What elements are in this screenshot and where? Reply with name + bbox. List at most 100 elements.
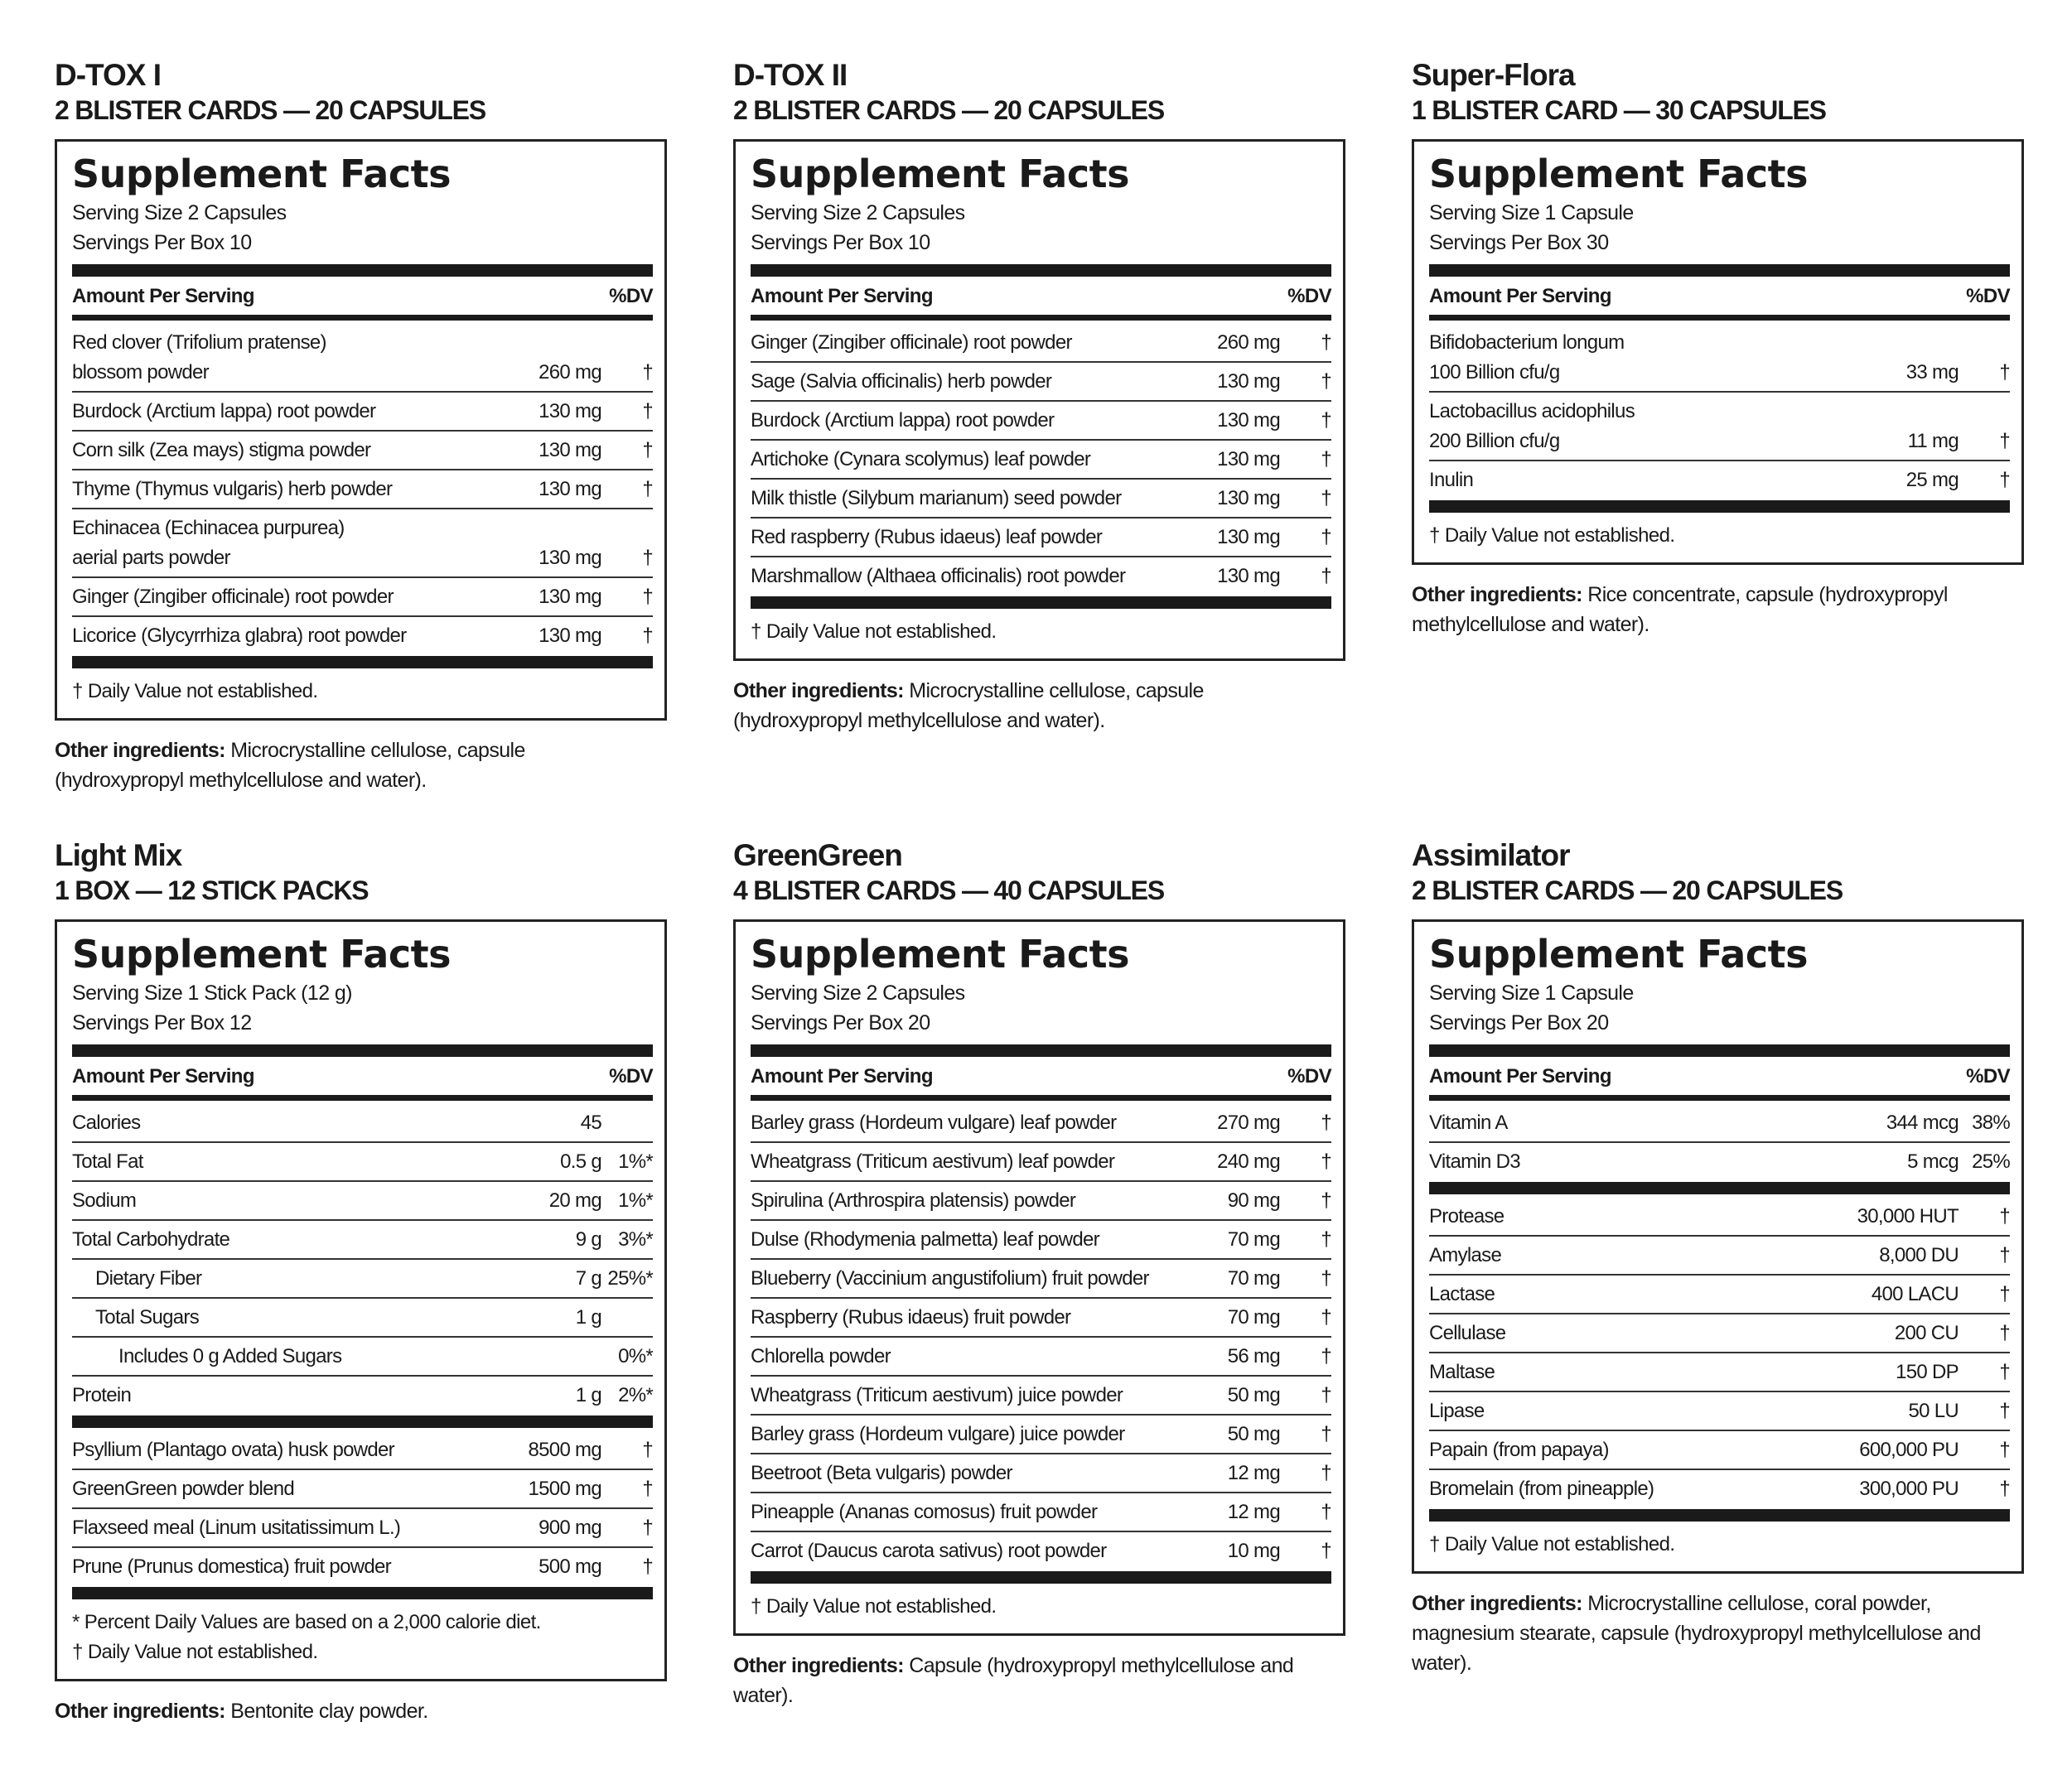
name-line: Dietary Fiber	[95, 1267, 202, 1290]
facts-section: Protease 30,000 HUT † Amylase 8,000 DU † Lacta…	[1429, 1198, 2011, 1507]
facts-row: Cellulase 200 CU †	[1429, 1313, 2011, 1352]
amount: 56 mg	[1227, 1345, 1281, 1367]
amount: 20 mg	[548, 1189, 602, 1212]
name-line: Includes 0 g Added Sugars	[118, 1345, 342, 1367]
daily-value: †	[1321, 1150, 1331, 1173]
ingredient-name: Psyllium (Plantago ovata) husk powder	[72, 1435, 529, 1465]
facts-row: Total Fat 0.5 g 1%*	[72, 1141, 654, 1180]
amount: 1 g	[575, 1384, 602, 1406]
daily-value: †	[642, 478, 653, 500]
thick-rule	[72, 264, 653, 277]
facts-row: Barley grass (Hordeum vulgare) juice pow…	[751, 1414, 1332, 1453]
facts-row: Sodium 20 mg 1%*	[72, 1180, 654, 1219]
footnotes: † Daily Value not established.	[1429, 513, 2010, 551]
amount: 500 mg	[539, 1555, 602, 1578]
amount: 10 mg	[1227, 1540, 1281, 1562]
facts-box: Supplement Facts Serving Size 2 Capsules S…	[733, 139, 1345, 661]
servings-per: Servings Per Box 20	[751, 1011, 930, 1035]
amount: 270 mg	[1217, 1112, 1281, 1134]
facts-row: Wheatgrass (Triticum aestivum) juice pow…	[751, 1375, 1332, 1414]
ingredient-name: Beetroot (Beta vulgaris) powder	[751, 1459, 1228, 1488]
ingredient-name: Dietary Fiber	[72, 1264, 576, 1294]
ingredient-name: Bromelain (from pineapple)	[1429, 1474, 1859, 1504]
name-line: Vitamin D3	[1429, 1150, 1521, 1173]
ingredient-name: Burdock (Arctium lappa) root powder	[72, 397, 539, 427]
facts-row: Psyllium (Plantago ovata) husk powder 850…	[72, 1431, 654, 1469]
facts-row: Dulse (Rhodymenia palmetta) leaf powder 7…	[751, 1219, 1332, 1258]
daily-value: †	[1321, 1384, 1331, 1406]
other-label: Other ingredients:	[1412, 1592, 1582, 1615]
facts-row: Red clover (Trifolium pratense) blossom p…	[72, 324, 654, 391]
amount: 300,000 PU	[1859, 1478, 1958, 1500]
facts-row: Licorice (Glycyrrhiza glabra) root powde…	[72, 615, 654, 654]
footnotes: † Daily Value not established.	[72, 668, 653, 707]
name-line: Licorice (Glycyrrhiza glabra) root powde…	[72, 625, 407, 647]
daily-value: †	[642, 439, 653, 461]
facts-heading: Supplement Facts	[72, 932, 452, 977]
column-header: Amount Per Serving %DV	[1429, 277, 2011, 321]
footnote: † Daily Value not established.	[1429, 524, 1675, 547]
serving-size: Serving Size 2 Capsules	[751, 981, 965, 1005]
amount-header: Amount Per Serving	[751, 285, 934, 307]
facts-row: Inulin 25 mg †	[1429, 460, 2011, 499]
facts-heading: Supplement Facts	[72, 152, 452, 196]
amount-header: Amount Per Serving	[751, 1065, 934, 1088]
name-line: Chlorella powder	[751, 1345, 891, 1367]
servings-per: Servings Per Box 10	[751, 231, 930, 254]
amount: 90 mg	[1227, 1189, 1281, 1212]
name-line: Lactase	[1429, 1283, 1495, 1305]
product-title: Super-Flora	[1412, 58, 1576, 92]
product-subtitle: 2 BLISTER CARDS — 20 CAPSULES	[55, 95, 486, 125]
daily-value: †	[1321, 331, 1331, 354]
other-ingredients: Other ingredients: Microcrystalline cell…	[55, 735, 635, 795]
daily-value: †	[1321, 370, 1331, 393]
ingredient-name: Artichoke (Cynara scolymus) leaf powder	[751, 445, 1217, 475]
ingredient-name: Bifidobacterium longum 100 Billion cfu/g	[1429, 328, 1906, 388]
name-line: Wheatgrass (Triticum aestivum) juice pow…	[751, 1384, 1123, 1406]
amount: 12 mg	[1227, 1501, 1281, 1523]
facts-row: Papain (from papaya) 600,000 PU †	[1429, 1430, 2011, 1469]
daily-value: †	[1321, 1345, 1331, 1367]
other-text: Microcrystalline cellulose, coral powder…	[1412, 1592, 1981, 1675]
name-line: Milk thistle (Silybum marianum) seed pow…	[751, 487, 1122, 509]
column-header: Amount Per Serving %DV	[751, 1057, 1332, 1101]
ingredient-name: GreenGreen powder blend	[72, 1474, 529, 1504]
name-line: Vitamin A	[1429, 1112, 1508, 1134]
supplement-panel: GreenGreen 4 BLISTER CARDS — 40 CAPSULES S…	[733, 838, 1345, 1710]
ingredient-name: Pineapple (Ananas comosus) fruit powder	[751, 1498, 1228, 1527]
serving-size: Serving Size 1 Capsule	[1429, 201, 1634, 224]
column-header: Amount Per Serving %DV	[72, 277, 654, 321]
ingredient-name: Sage (Salvia officinalis) herb powder	[751, 367, 1217, 397]
ingredient-name: Burdock (Arctium lappa) root powder	[751, 406, 1217, 436]
facts-row: Burdock (Arctium lappa) root powder 130 m…	[72, 391, 654, 430]
daily-value: †	[1999, 1205, 2010, 1227]
other-text: Rice concentrate, capsule (hydroxypropyl…	[1412, 583, 1948, 636]
facts-box: Supplement Facts Serving Size 2 Capsules S…	[733, 919, 1345, 1636]
facts-row: Barley grass (Hordeum vulgare) leaf powd…	[751, 1104, 1332, 1141]
daily-value: †	[1321, 1501, 1331, 1523]
amount: 9 g	[575, 1228, 602, 1251]
facts-row: Burdock (Arctium lappa) root powder 130 m…	[751, 400, 1332, 439]
other-text: Microcrystalline cellulose, capsule (hyd…	[55, 739, 525, 792]
other-ingredients: Other ingredients: Capsule (hydroxypropy…	[733, 1651, 1313, 1710]
thick-rule	[72, 1044, 653, 1057]
facts-row: Chlorella powder 56 mg †	[751, 1336, 1332, 1375]
facts-row: Pineapple (Ananas comosus) fruit powder 1…	[751, 1492, 1332, 1531]
amount: 7 g	[575, 1267, 602, 1290]
facts-row: Ginger (Zingiber officinale) root powder…	[72, 576, 654, 615]
name-line: Total Carbohydrate	[72, 1228, 230, 1251]
amount: 130 mg	[1217, 370, 1281, 393]
ingredient-name: Wheatgrass (Triticum aestivum) juice pow…	[751, 1381, 1228, 1411]
amount: 150 DP	[1896, 1361, 1959, 1383]
facts-section: Calories 45 Total Fat 0.5 g 1%* Sodium 20 mg 1%…	[72, 1104, 654, 1414]
product-subtitle: 1 BOX — 12 STICK PACKS	[55, 875, 369, 905]
facts-heading: Supplement Facts	[1429, 152, 1809, 196]
amount: 260 mg	[539, 361, 602, 383]
thick-rule	[1429, 264, 2010, 277]
daily-value: †	[1321, 1267, 1331, 1290]
name-line: Burdock (Arctium lappa) root powder	[751, 409, 1055, 432]
amount-header: Amount Per Serving	[1429, 1065, 1612, 1088]
facts-box: Supplement Facts Serving Size 1 Capsule Se…	[1412, 139, 2024, 565]
daily-value: 1%*	[618, 1150, 654, 1173]
footnotes: * Percent Daily Values are based on a 2,…	[72, 1599, 653, 1667]
